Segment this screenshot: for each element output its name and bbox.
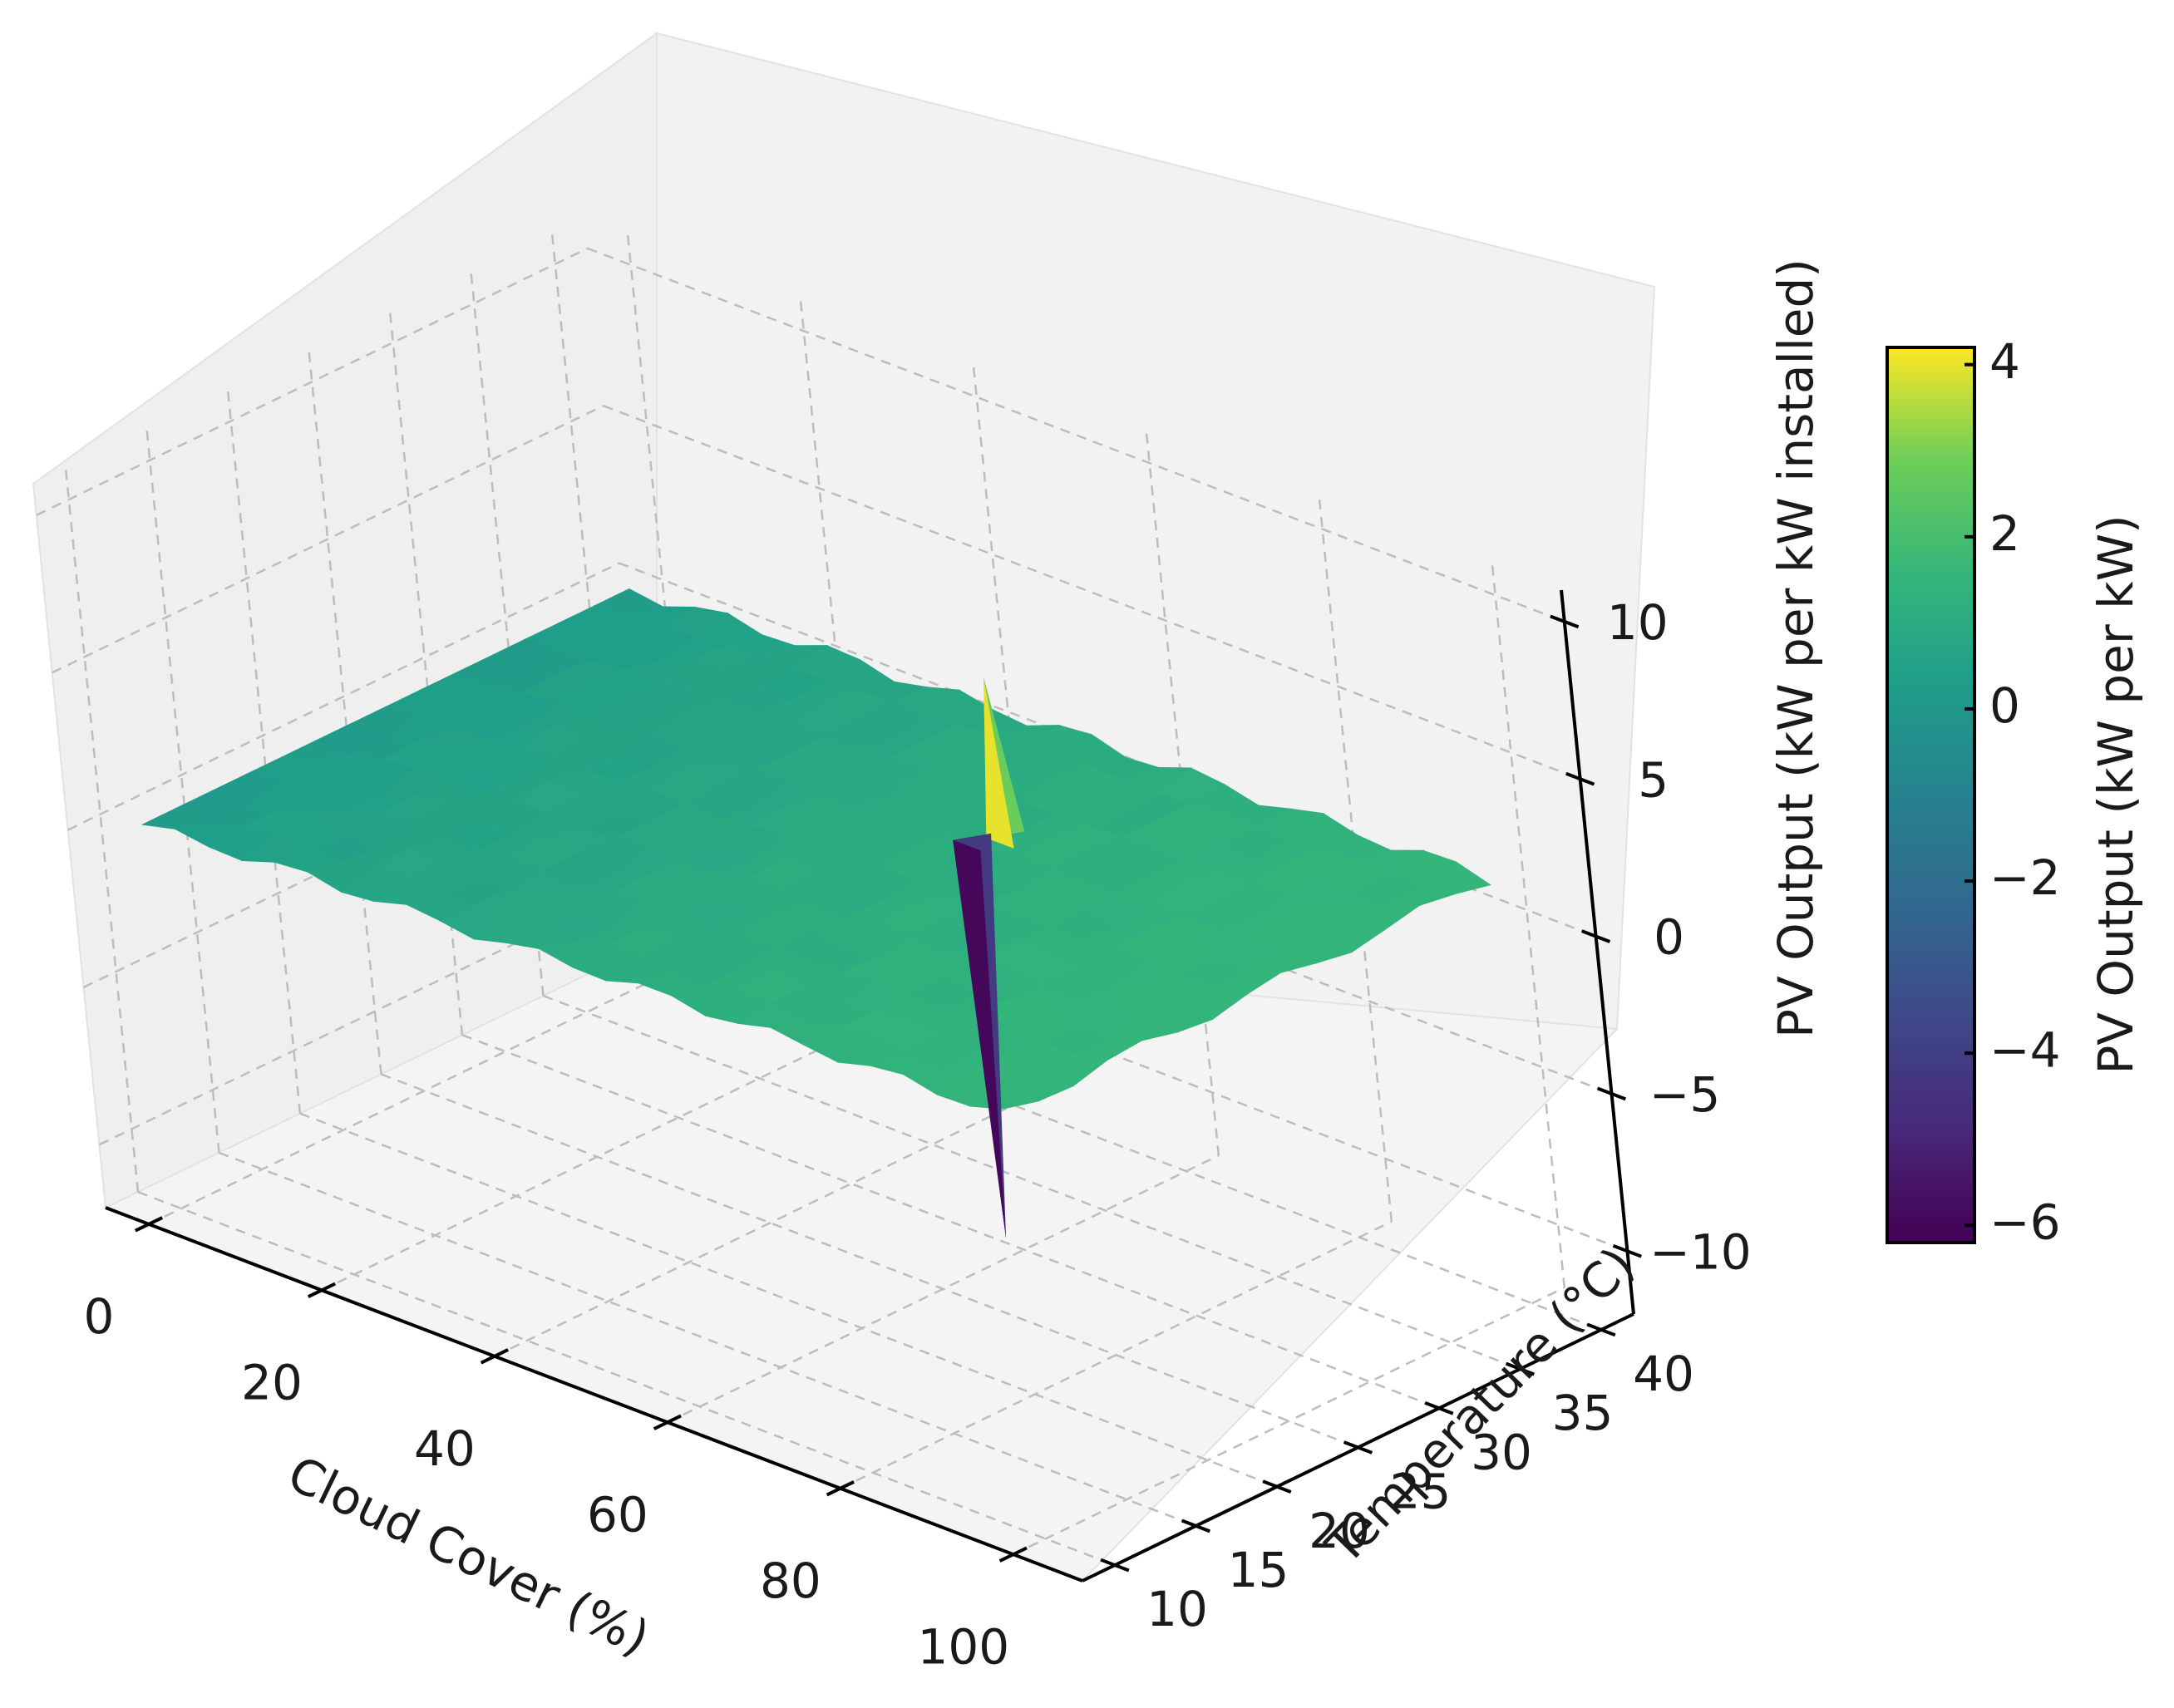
colorbar-ticks: −6 −4 −2 0 2 4 <box>1964 333 2061 1250</box>
colorbar-tick-label: 0 <box>1989 677 2020 734</box>
cloud-cover-tick-label: 40 <box>414 1420 476 1477</box>
pv-output-tick-mark <box>1581 929 1611 943</box>
cloud-cover-ticks: 0 20 40 60 80 100 <box>84 1216 1028 1675</box>
surface-spike <box>953 839 1007 1239</box>
cloud-cover-tick-mark <box>653 1414 682 1430</box>
temperature-tick-label: 40 <box>1633 1346 1694 1402</box>
pv-output-tick-label: −5 <box>1649 1066 1721 1123</box>
temperature-tick-label: 25 <box>1390 1464 1452 1520</box>
pv-output-ticks: −10 −5 0 5 10 <box>1550 594 1752 1280</box>
cloud-cover-tick-label: 0 <box>84 1288 115 1345</box>
z-axis-label: PV Output (kW per kW installed) <box>1767 258 1824 1038</box>
colorbar-tick-label: −2 <box>1989 849 2061 906</box>
colorbar-tick-label: −4 <box>1989 1021 2061 1078</box>
colorbar-tick-label: 4 <box>1989 333 2020 390</box>
cloud-cover-tick-mark <box>998 1546 1028 1563</box>
pv-output-tick-label: 0 <box>1654 909 1684 966</box>
temperature-tick-label: 35 <box>1552 1385 1614 1441</box>
colorbar-label: PV Output (kW per kW) <box>2088 514 2144 1074</box>
temperature-tick-label: 20 <box>1309 1503 1370 1559</box>
temperature-tick-mark <box>1100 1558 1130 1573</box>
x-axis-line <box>105 1206 1083 1582</box>
pv-output-tick-label: −10 <box>1649 1223 1751 1280</box>
temperature-tick-mark <box>1505 1361 1536 1376</box>
temperature-tick-mark <box>1586 1322 1616 1337</box>
cloud-cover-tick-label: 80 <box>760 1553 821 1609</box>
colorbar: −6 −4 −2 0 2 4 PV Output (kW per kW) <box>1886 333 2144 1250</box>
z-axis-line <box>1560 589 1635 1315</box>
temperature-ticks: 10 15 20 25 30 35 40 <box>1100 1322 1694 1637</box>
pv-output-tick-label: 10 <box>1607 594 1669 651</box>
pv-output-tick-mark <box>1565 771 1595 786</box>
pv-output-tick-mark <box>1550 614 1580 629</box>
temperature-tick-mark <box>1343 1440 1373 1455</box>
temperature-tick-label: 10 <box>1146 1581 1208 1637</box>
pv-output-tick-mark <box>1596 1086 1627 1101</box>
surface-spike <box>983 677 1014 849</box>
temperature-tick-mark <box>1181 1518 1211 1533</box>
temperature-tick-label: 30 <box>1471 1424 1532 1480</box>
temperature-tick-mark <box>1262 1479 1292 1494</box>
colorbar-gradient <box>1886 346 1976 1244</box>
temperature-tick-mark <box>1424 1401 1454 1415</box>
plot-3d-area: 0 20 40 60 80 100 10 15 20 25 30 35 40 −10 −5 0 5 10 Cl… <box>32 32 1824 1675</box>
x-axis-label: Cloud Cover (%) <box>279 1445 658 1667</box>
cloud-cover-tick-mark <box>307 1282 337 1298</box>
cloud-cover-tick-mark <box>134 1216 164 1233</box>
cloud-cover-tick-label: 100 <box>917 1618 1009 1675</box>
colorbar-tick-label: −6 <box>1989 1194 2061 1250</box>
cloud-cover-tick-mark <box>480 1348 509 1365</box>
temperature-tick-label: 15 <box>1228 1542 1289 1598</box>
pv-output-tick-mark <box>1612 1243 1642 1258</box>
cloud-cover-tick-label: 20 <box>241 1354 303 1410</box>
grid-lines <box>36 232 1628 1567</box>
cloud-cover-tick-mark <box>826 1480 855 1497</box>
pv-output-tick-label: 5 <box>1638 751 1669 808</box>
colorbar-tick-label: 2 <box>1989 505 2020 562</box>
pv-surface <box>140 588 1491 1239</box>
cloud-cover-tick-label: 60 <box>587 1486 648 1543</box>
